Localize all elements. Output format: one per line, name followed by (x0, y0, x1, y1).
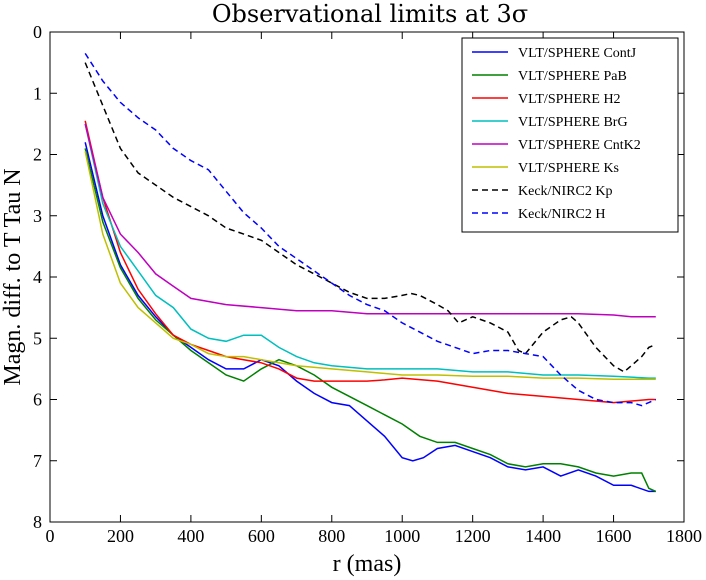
x-tick-label: 1600 (596, 526, 632, 546)
x-tick-label: 1800 (666, 526, 702, 546)
legend-entry: VLT/SPHERE PaB (518, 69, 627, 84)
y-tick-label: 2 (33, 145, 42, 165)
series-line-6 (84, 62, 657, 373)
series-line-3 (84, 123, 656, 379)
y-tick-label: 5 (33, 328, 42, 348)
x-tick-label: 800 (318, 526, 345, 546)
x-tick-label: 200 (107, 526, 134, 546)
y-tick-label: 4 (33, 267, 42, 287)
legend-entry: VLT/SPHERE BrG (518, 115, 628, 130)
x-tick-label: 1200 (455, 526, 491, 546)
legend-box (461, 37, 679, 233)
y-tick-label: 1 (33, 83, 42, 103)
legend-entry: Keck/NIRC2 H (518, 207, 606, 222)
legend-entry: VLT/SPHERE ContJ (518, 46, 637, 61)
x-tick-label: 400 (177, 526, 204, 546)
y-axis-label: Magn. diff. to T Tau N (0, 168, 26, 385)
legend: VLT/SPHERE ContJ VLT/SPHERE PaB VLT/SPHERE… (461, 37, 679, 233)
y-tick-label: 0 (33, 22, 42, 42)
series-line-1 (84, 148, 657, 493)
x-tick-label: 1000 (384, 526, 420, 546)
legend-entry: VLT/SPHERE CntK2 (518, 138, 641, 153)
series-line-4 (84, 123, 656, 318)
x-tick-label: 0 (46, 526, 55, 546)
y-tick-label: 3 (33, 206, 42, 226)
legend-entry: Keck/NIRC2 Kp (518, 184, 613, 199)
chart-title: Observational limits at 3σ (212, 0, 528, 28)
x-tick-label: 1400 (525, 526, 561, 546)
y-tick-label: 7 (33, 451, 42, 471)
series-line-5 (84, 151, 656, 381)
series-line-2 (84, 120, 656, 404)
y-tick-label: 6 (33, 390, 42, 410)
series-line-7 (84, 52, 657, 407)
plot-lines (84, 52, 657, 493)
legend-entry: VLT/SPHERE Ks (518, 161, 619, 176)
axis-ticks: 0 200 400 600 800 1000 1200 1400 1600 1800 0 1 2 3 4 5 6… (33, 22, 702, 546)
legend-entry: VLT/SPHERE H2 (518, 92, 621, 107)
series-line-0 (84, 142, 656, 493)
x-tick-label: 600 (248, 526, 275, 546)
x-axis-label: r (mas) (333, 551, 402, 577)
y-tick-label: 8 (33, 512, 42, 532)
